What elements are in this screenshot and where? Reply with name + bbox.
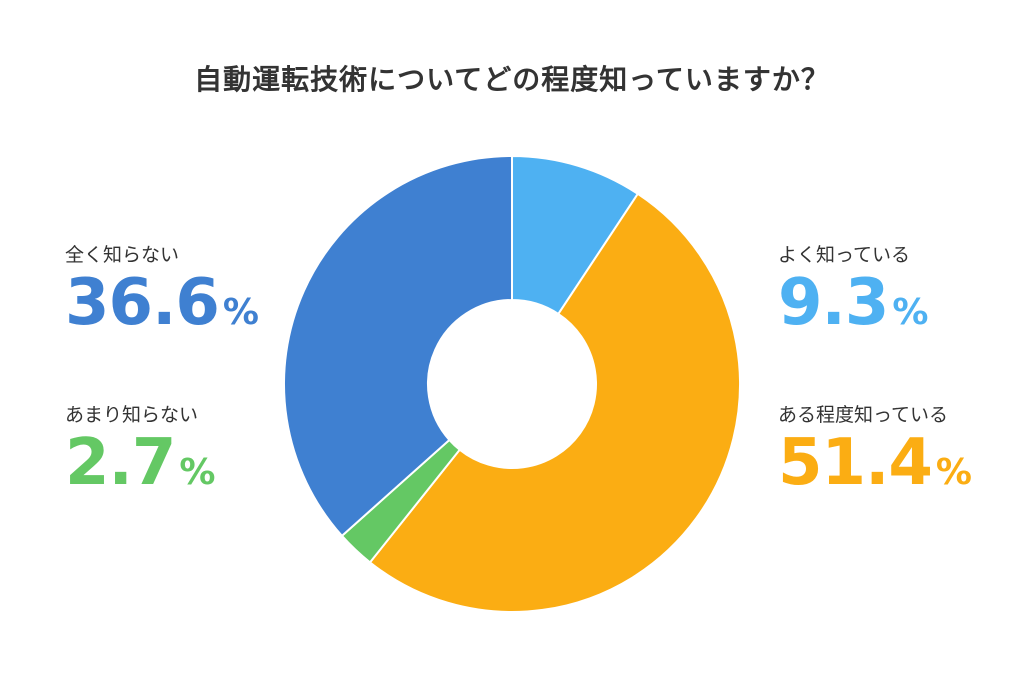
donut-slice-1 (368, 192, 741, 613)
value-label: 51.4% (778, 431, 972, 495)
value-number: 36.6 (65, 266, 220, 340)
category-label: 全く知らない (65, 244, 180, 266)
label-aru-teido-shitteiru: ある程度知っている 51.4% (778, 400, 972, 495)
category-label: よく知っている (778, 244, 911, 266)
value-label: 36.6% (65, 271, 259, 335)
donut-slice-3 (283, 154, 513, 538)
label-zenku-shiranai: 全く知らない 36.6% (65, 240, 259, 335)
value-label: 9.3% (778, 271, 928, 335)
value-label: 2.7% (65, 431, 215, 495)
percent-sign: % (179, 452, 216, 493)
percent-sign: % (892, 292, 929, 333)
value-number: 2.7 (65, 426, 176, 500)
category-label: あまり知らない (65, 404, 199, 426)
label-amari-shiranai: あまり知らない 2.7% (65, 400, 215, 495)
chart-title: 自動運転技術についてどの程度知っていますか？ (194, 63, 830, 96)
percent-sign: % (222, 292, 259, 333)
value-number: 51.4 (778, 426, 933, 500)
value-number: 9.3 (778, 266, 889, 340)
category-label: ある程度知っている (778, 404, 949, 426)
percent-sign: % (935, 452, 972, 493)
label-yoku-shitteiru: よく知っている 9.3% (778, 240, 928, 335)
